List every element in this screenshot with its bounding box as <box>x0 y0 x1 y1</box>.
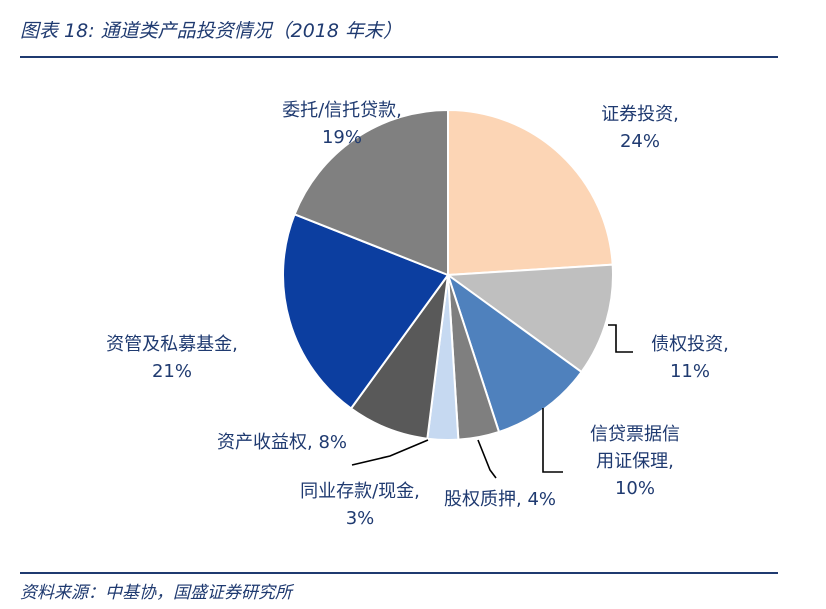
slice-label: 资管及私募基金, 21% <box>106 334 238 382</box>
leader-line <box>351 439 429 466</box>
slice-label-line: 资产收益权, 8% <box>217 432 347 453</box>
slice-labels: 证券投资, 24% 债权投资, 11% 信贷票据信用证保理, 10% 股权质押, 4% 同业存… <box>106 100 729 529</box>
figure-title: 图表 18: 通道类产品投资情况（2018 年末） <box>20 20 403 42</box>
leader-lines <box>351 324 633 479</box>
slice-label: 股权质押, 4% <box>444 489 556 510</box>
slice-label-line: 债权投资, <box>651 334 729 355</box>
slice-label-line: 信贷票据信 <box>590 424 680 445</box>
pie-slices <box>282 108 614 441</box>
slice-label-line: 委托/信托贷款, <box>282 100 402 121</box>
slice-label-line: 用证保理, <box>596 451 674 472</box>
pie-slice <box>282 212 450 410</box>
slice-label-line: 3% <box>346 508 375 529</box>
slice-label: 同业存款/现金, 3% <box>300 481 420 529</box>
slice-label-line: 资管及私募基金, <box>106 334 238 355</box>
slice-label-line: 10% <box>615 478 655 499</box>
slice-label-line: 19% <box>322 127 362 148</box>
slice-label: 委托/信托贷款, 19% <box>282 100 402 148</box>
slice-label-line: 21% <box>152 361 192 382</box>
slice-label-line: 11% <box>670 361 710 382</box>
pie-slice <box>446 272 583 434</box>
leader-line <box>608 324 633 353</box>
pie-slice <box>447 108 614 277</box>
pie-slice <box>293 108 449 277</box>
title-rule <box>20 56 778 58</box>
slice-label-line: 证券投资, <box>601 104 679 125</box>
slice-label: 证券投资, 24% <box>601 104 679 152</box>
slice-label: 资产收益权, 8% <box>217 432 347 453</box>
slice-label: 信贷票据信用证保理, 10% <box>590 424 680 499</box>
leader-line <box>477 439 497 479</box>
slice-label-line: 同业存款/现金, <box>300 481 420 502</box>
slice-label: 债权投资, 11% <box>651 334 729 382</box>
source-rule <box>20 572 778 574</box>
slice-label-line: 24% <box>620 131 660 152</box>
slice-label-line: 股权质押, 4% <box>444 489 556 510</box>
pie-slice <box>445 263 614 374</box>
source-note: 资料来源：中基协，国盛证券研究所 <box>20 583 292 603</box>
leader-line <box>542 408 563 473</box>
